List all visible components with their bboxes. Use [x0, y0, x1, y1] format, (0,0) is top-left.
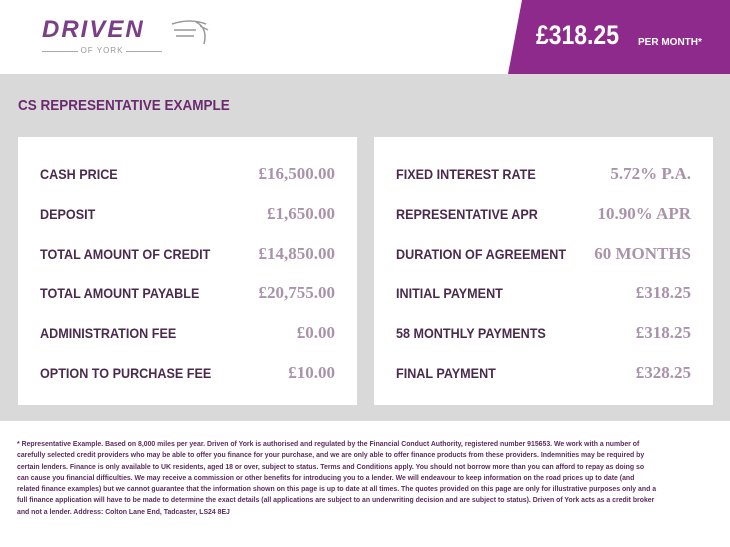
finance-label: ADMINISTRATION FEE: [40, 325, 177, 342]
finance-value: £318.25: [635, 283, 691, 303]
section-title: CS REPRESENTATIVE EXAMPLE: [18, 97, 230, 114]
finance-label: INITIAL PAYMENT: [396, 285, 503, 302]
car-swoosh-icon: [171, 20, 209, 45]
monthly-price: £318.25: [536, 20, 619, 50]
finance-card-left: CASH PRICE £16,500.00 DEPOSIT £1,650.00 TOTA…: [18, 137, 357, 405]
finance-row: DURATION OF AGREEMENT 60 MONTHS: [396, 244, 691, 264]
finance-row: ADMINISTRATION FEE £0.00: [40, 323, 335, 343]
finance-row: 58 MONTHLY PAYMENTS £318.25: [396, 323, 691, 343]
finance-value: 5.72% P.A.: [610, 164, 691, 183]
finance-value: £0.00: [296, 323, 335, 343]
finance-value: £328.25: [635, 363, 691, 382]
finance-label: TOTAL AMOUNT OF CREDIT: [40, 245, 211, 262]
finance-label: OPTION TO PURCHASE FEE: [40, 365, 212, 381]
finance-value: £10.00: [288, 363, 335, 382]
driven-of-york-logo[interactable]: DRIVEN OF YORK: [42, 16, 212, 60]
finance-label: DEPOSIT: [40, 205, 96, 222]
disclaimer-text: * Representative Example. Based on 8,000…: [17, 441, 657, 516]
finance-row: TOTAL AMOUNT PAYABLE £20,755.00: [40, 283, 335, 303]
finance-row: INITIAL PAYMENT £318.25: [396, 283, 691, 303]
finance-row: DEPOSIT £1,650.00: [40, 204, 335, 224]
monthly-price-banner: £318.25 PER MONTH*: [508, 0, 730, 74]
finance-example-section: CS REPRESENTATIVE EXAMPLE CASH PRICE £16,…: [0, 74, 730, 421]
finance-label: REPRESENTATIVE APR: [396, 205, 538, 222]
finance-label: FINAL PAYMENT: [396, 365, 496, 381]
finance-value: 60 MONTHS: [594, 243, 691, 263]
finance-value: £14,850.00: [258, 243, 336, 263]
finance-value: 10.90% APR: [597, 203, 692, 223]
finance-label: CASH PRICE: [40, 166, 118, 182]
finance-row: OPTION TO PURCHASE FEE £10.00: [40, 363, 335, 383]
finance-row: FIXED INTEREST RATE 5.72% P.A.: [396, 164, 691, 184]
finance-value: £1,650.00: [267, 203, 335, 223]
header: DRIVEN OF YORK £318.25 PER MONTH*: [0, 0, 730, 74]
finance-value: £20,755.00: [258, 283, 336, 303]
finance-value: £318.25: [635, 323, 691, 343]
finance-row: CASH PRICE £16,500.00: [40, 164, 335, 184]
finance-card-right: FIXED INTEREST RATE 5.72% P.A. REPRESENTAT…: [374, 137, 713, 405]
finance-row: TOTAL AMOUNT OF CREDIT £14,850.00: [40, 244, 335, 264]
logo-subtitle: OF YORK: [42, 46, 162, 55]
finance-row: FINAL PAYMENT £328.25: [396, 363, 691, 383]
finance-label: FIXED INTEREST RATE: [396, 166, 536, 182]
finance-label: TOTAL AMOUNT PAYABLE: [40, 285, 200, 302]
finance-row: REPRESENTATIVE APR 10.90% APR: [396, 204, 691, 224]
finance-label: DURATION OF AGREEMENT: [396, 245, 567, 262]
logo-wordmark: DRIVEN: [42, 16, 145, 43]
per-month-label: PER MONTH*: [638, 37, 702, 48]
finance-label: 58 MONTHLY PAYMENTS: [396, 325, 546, 342]
finance-value: £16,500.00: [258, 164, 336, 183]
